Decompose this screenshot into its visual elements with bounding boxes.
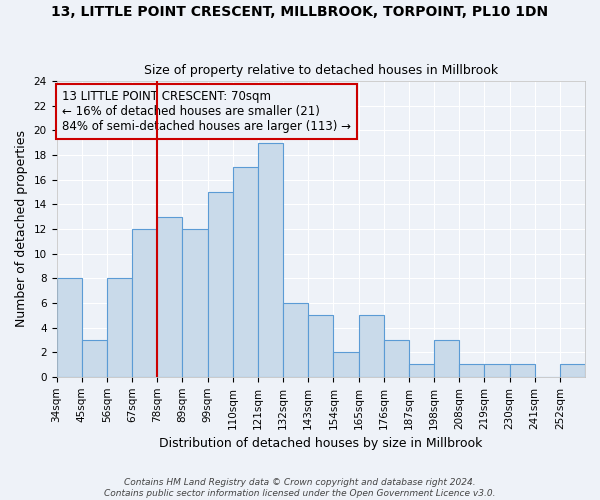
Bar <box>409 364 434 377</box>
X-axis label: Distribution of detached houses by size in Millbrook: Distribution of detached houses by size … <box>159 437 482 450</box>
Bar <box>359 315 383 377</box>
Bar <box>334 352 359 377</box>
Bar <box>82 340 107 377</box>
Bar <box>157 216 182 377</box>
Title: Size of property relative to detached houses in Millbrook: Size of property relative to detached ho… <box>144 64 498 77</box>
Y-axis label: Number of detached properties: Number of detached properties <box>15 130 28 328</box>
Bar <box>258 142 283 377</box>
Bar <box>56 278 82 377</box>
Bar <box>182 229 208 377</box>
Bar <box>132 229 157 377</box>
Bar <box>308 315 334 377</box>
Text: Contains HM Land Registry data © Crown copyright and database right 2024.
Contai: Contains HM Land Registry data © Crown c… <box>104 478 496 498</box>
Bar <box>459 364 484 377</box>
Bar <box>107 278 132 377</box>
Bar <box>283 303 308 377</box>
Bar <box>509 364 535 377</box>
Bar <box>484 364 509 377</box>
Bar <box>560 364 585 377</box>
Text: 13, LITTLE POINT CRESCENT, MILLBROOK, TORPOINT, PL10 1DN: 13, LITTLE POINT CRESCENT, MILLBROOK, TO… <box>52 5 548 19</box>
Text: 13 LITTLE POINT CRESCENT: 70sqm
← 16% of detached houses are smaller (21)
84% of: 13 LITTLE POINT CRESCENT: 70sqm ← 16% of… <box>62 90 351 133</box>
Bar <box>434 340 459 377</box>
Bar <box>233 167 258 377</box>
Bar <box>208 192 233 377</box>
Bar <box>383 340 409 377</box>
